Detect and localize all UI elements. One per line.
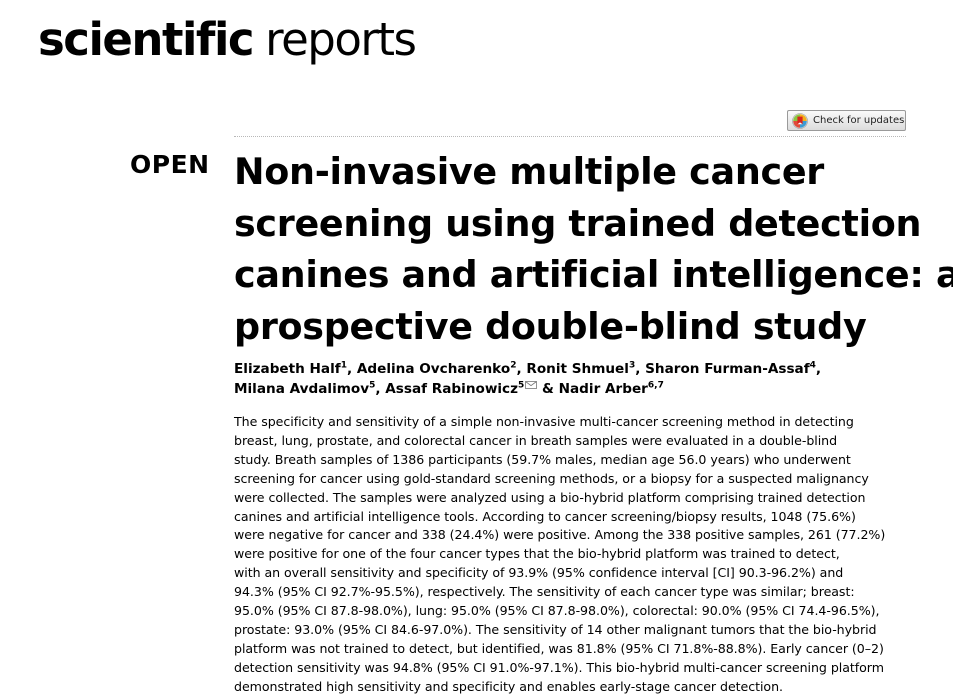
abstract-line: canines and artificial intelligence tool… <box>234 508 856 524</box>
affiliation-ref[interactable]: 3 <box>628 360 636 371</box>
title-line: screening using trained detection <box>234 201 922 245</box>
abstract-line: 95.0% (95% CI 87.8-98.0%), lung: 95.0% (… <box>234 603 880 619</box>
journal-name-light: reports <box>265 13 417 66</box>
title-line: Non-invasive multiple cancer <box>234 150 825 193</box>
abstract-line: breast, lung, prostate, and colorectal c… <box>234 432 838 448</box>
check-for-updates-button[interactable]: Check for updates <box>787 110 906 131</box>
author-name[interactable]: Nadir Arber <box>558 381 648 397</box>
affiliation-ref[interactable]: 5 <box>369 380 376 391</box>
author-separator: , <box>516 361 527 377</box>
crossmark-icon <box>792 112 808 129</box>
author-separator: , <box>635 361 646 377</box>
author-list: Elizabeth Half1, Adelina Ovcharenko2, Ro… <box>234 359 934 399</box>
header-divider <box>234 136 906 137</box>
affiliation-ref[interactable]: 1 <box>340 360 347 371</box>
abstract-line: platform was not trained to detect, but … <box>234 640 884 656</box>
abstract-line: were positive for one of the four cancer… <box>234 546 840 562</box>
title-line: canines and artificial intelligence: a <box>234 253 953 296</box>
author-separator: , <box>815 361 822 377</box>
abstract-line: prostate: 93.0% (95% CI 84.6-97.0%). The… <box>234 621 877 637</box>
abstract: The specificity and sensitivity of a sim… <box>234 413 934 697</box>
affiliation-ref[interactable]: 6,7 <box>647 380 664 391</box>
affiliation-ref[interactable]: 5 <box>518 380 525 391</box>
author-name[interactable]: Elizabeth Half <box>234 361 341 377</box>
abstract-line: The specificity and sensitivity of a sim… <box>234 414 854 429</box>
author-separator: , <box>346 361 357 377</box>
abstract-line: 94.3% (95% CI 92.7%-95.5%), respectively… <box>234 584 855 600</box>
author-line: Milana Avdalimov5, Assaf Rabinowicz5 & N… <box>234 379 934 399</box>
author-name[interactable]: Assaf Rabinowicz <box>385 381 519 397</box>
author-name[interactable]: Adelina Ovcharenko <box>356 361 511 377</box>
abstract-line: were negative for cancer and 338 (24.4%)… <box>234 527 886 543</box>
author-separator: , <box>375 381 386 397</box>
title-line: prospective double-blind study <box>234 304 867 348</box>
check-for-updates-label: Check for updates <box>813 115 905 126</box>
abstract-line: were collected. The samples were analyze… <box>234 489 866 505</box>
abstract-line: study. Breath samples of 1386 participan… <box>234 451 851 467</box>
article-title: Non-invasive multiple cancer screening u… <box>234 146 953 352</box>
affiliation-ref[interactable]: 4 <box>809 360 816 371</box>
affiliation-ref[interactable]: 2 <box>510 360 517 371</box>
author-separator: & <box>537 381 559 397</box>
author-name[interactable]: Ronit Shmuel <box>526 361 629 377</box>
journal-name-bold: scientific <box>38 13 255 66</box>
abstract-line: with an overall sensitivity and specific… <box>234 565 844 581</box>
abstract-line: demonstrated high sensitivity and specif… <box>234 678 783 694</box>
author-name[interactable]: Sharon Furman-Assaf <box>645 361 810 377</box>
abstract-line: screening for cancer using gold-standard… <box>234 470 869 486</box>
envelope-icon[interactable] <box>525 381 538 389</box>
abstract-line: detection sensitivity was 94.8% (95% CI … <box>234 659 884 675</box>
author-name[interactable]: Milana Avdalimov <box>234 381 370 397</box>
author-line: Elizabeth Half1, Adelina Ovcharenko2, Ro… <box>234 359 934 379</box>
journal-logo: scientific reports <box>38 12 417 68</box>
open-access-label: OPEN <box>130 150 210 179</box>
